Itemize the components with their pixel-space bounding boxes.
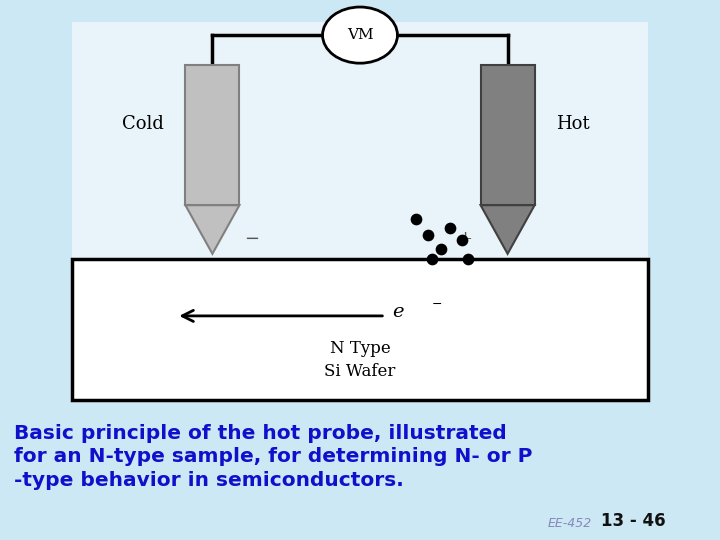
Text: e: e bbox=[392, 302, 404, 321]
Text: Cold: Cold bbox=[122, 115, 164, 133]
Text: VM: VM bbox=[347, 28, 373, 42]
Point bbox=[423, 231, 434, 239]
Text: Si Wafer: Si Wafer bbox=[324, 363, 396, 380]
Point bbox=[426, 255, 438, 264]
Bar bbox=[481, 65, 534, 205]
Text: −: − bbox=[244, 231, 260, 248]
Bar bbox=[186, 65, 239, 205]
Point bbox=[444, 224, 456, 232]
Bar bbox=[72, 259, 648, 400]
Point bbox=[462, 255, 474, 264]
Text: EE-452: EE-452 bbox=[547, 517, 591, 530]
Point bbox=[410, 214, 422, 223]
Polygon shape bbox=[481, 205, 534, 254]
Point bbox=[435, 245, 446, 254]
Text: +: + bbox=[457, 231, 472, 248]
Circle shape bbox=[323, 7, 397, 63]
Text: 13 - 46: 13 - 46 bbox=[601, 512, 666, 530]
Text: −: − bbox=[432, 298, 443, 310]
Text: Basic principle of the hot probe, illustrated
for an N-type sample, for determin: Basic principle of the hot probe, illust… bbox=[14, 424, 533, 490]
Polygon shape bbox=[186, 205, 239, 254]
Bar bbox=[72, 22, 648, 259]
Text: N Type: N Type bbox=[330, 340, 390, 357]
Point bbox=[456, 236, 468, 245]
Text: Hot: Hot bbox=[556, 115, 590, 133]
